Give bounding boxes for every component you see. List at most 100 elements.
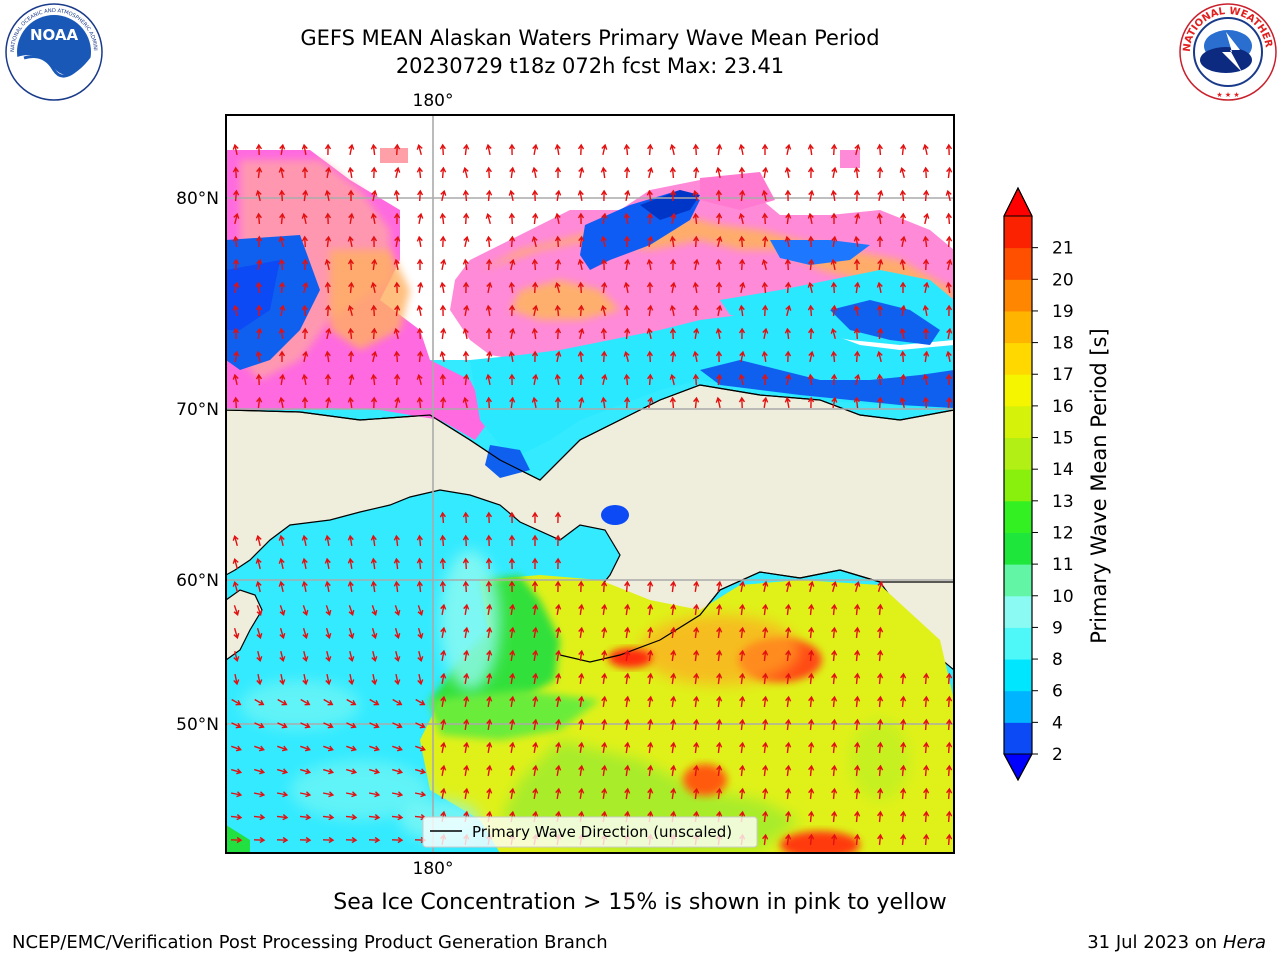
wave-arrow — [394, 651, 401, 663]
wave-arrow — [692, 350, 699, 363]
wave-arrow — [877, 327, 884, 340]
wave-arrow — [463, 741, 470, 754]
wave-arrow — [647, 235, 654, 248]
wave-arrow — [808, 718, 815, 731]
wave-arrow — [347, 166, 354, 179]
wave-arrow — [693, 327, 700, 340]
wave-arrow — [784, 189, 792, 202]
wave-arrow — [393, 258, 400, 271]
wave-arrow — [254, 698, 265, 706]
lon-label-top: 180° — [413, 91, 454, 111]
wave-arrow — [670, 580, 677, 593]
wave-arrow — [899, 281, 907, 293]
wave-arrow — [394, 235, 401, 248]
map-legend: Primary Wave Direction (unscaled) — [422, 816, 758, 848]
wave-arrow — [761, 258, 768, 270]
wave-arrow — [394, 373, 401, 386]
wave-arrow — [578, 718, 585, 730]
wave-arrow — [348, 350, 355, 363]
wave-arrow — [345, 791, 358, 798]
wave-arrow — [394, 166, 401, 179]
wave-arrow — [279, 143, 286, 156]
noaa-logo-text: NOAA — [30, 26, 79, 44]
wave-arrow — [230, 836, 243, 844]
wave-arrow — [900, 787, 907, 800]
wave-arrow — [830, 212, 838, 224]
wave-arrow — [370, 557, 377, 570]
wave-arrow — [578, 304, 585, 317]
lat-label-80: 80°N — [176, 189, 219, 209]
wave-arrow — [416, 258, 424, 270]
wave-arrow — [693, 741, 700, 754]
wave-arrow — [463, 603, 470, 616]
wave-arrow — [417, 350, 424, 363]
wave-arrow — [325, 235, 332, 248]
colorbar-tick-label: 2 — [1052, 745, 1063, 765]
wave-arrow — [509, 672, 516, 685]
wave-arrow — [555, 603, 562, 616]
wave-arrow — [853, 327, 860, 340]
wave-arrow — [647, 718, 654, 731]
wave-arrow — [577, 281, 584, 294]
wave-arrow — [440, 672, 447, 685]
wave-arrow — [324, 534, 331, 547]
wave-arrow — [555, 672, 562, 685]
wave-arrow — [439, 212, 446, 225]
wave-arrow — [647, 166, 654, 179]
wave-arrow — [555, 189, 562, 202]
wave-arrow — [900, 304, 907, 317]
wave-arrow — [600, 189, 608, 202]
svg-text:★ ★ ★: ★ ★ ★ — [1216, 91, 1239, 99]
wave-arrow — [900, 833, 907, 846]
wave-arrow — [900, 695, 907, 708]
wave-arrow — [509, 695, 516, 708]
wave-arrow — [439, 304, 447, 317]
wave-arrow — [853, 304, 860, 317]
wave-arrow — [440, 258, 447, 271]
wave-arrow — [394, 628, 401, 640]
wave-arrow — [555, 764, 562, 777]
wave-arrow — [922, 373, 929, 386]
wave-arrow — [233, 212, 240, 225]
wave-arrow — [739, 764, 746, 777]
wave-arrow — [739, 672, 746, 685]
chart-subtitle: 20230729 t18z 072h fcst Max: 23.41 — [395, 54, 785, 78]
wave-arrow — [831, 833, 838, 846]
wave-arrow — [578, 396, 585, 409]
wave-arrow — [232, 580, 239, 592]
wave-arrow — [532, 373, 539, 386]
wave-arrow — [508, 534, 516, 547]
wave-arrow — [532, 304, 539, 317]
wave-arrow — [785, 373, 792, 386]
wave-arrow — [486, 603, 493, 616]
wave-arrow — [254, 745, 265, 752]
wave-arrow — [762, 718, 769, 731]
wave-arrow — [923, 741, 930, 754]
wave-arrow — [416, 557, 423, 570]
wave-arrow — [232, 304, 239, 317]
wave-arrow — [900, 212, 907, 225]
wave-arrow — [692, 189, 699, 201]
wave-arrow — [256, 258, 263, 271]
wave-arrow — [391, 836, 404, 844]
wave-arrow — [324, 580, 331, 593]
wave-arrow — [348, 212, 355, 225]
noaa-logo: NOAA NATIONAL OCEANIC AND ATMOSPHERIC AD… — [4, 2, 103, 101]
wave-arrow — [692, 212, 699, 225]
wave-arrow — [739, 695, 746, 708]
wave-arrow — [739, 580, 746, 593]
wave-arrow — [830, 258, 837, 271]
wave-arrow — [508, 212, 515, 225]
wave-arrow — [808, 189, 815, 202]
wave-arrow — [692, 373, 699, 386]
wave-arrow — [578, 695, 585, 707]
wave-arrow — [463, 695, 470, 708]
wave-arrow — [854, 649, 861, 662]
wave-arrow — [923, 350, 930, 363]
wave-arrow — [854, 695, 861, 708]
wave-arrow — [440, 327, 447, 340]
wave-arrow — [600, 396, 607, 409]
wave-arrow — [785, 603, 792, 616]
wave-arrow — [624, 189, 631, 202]
